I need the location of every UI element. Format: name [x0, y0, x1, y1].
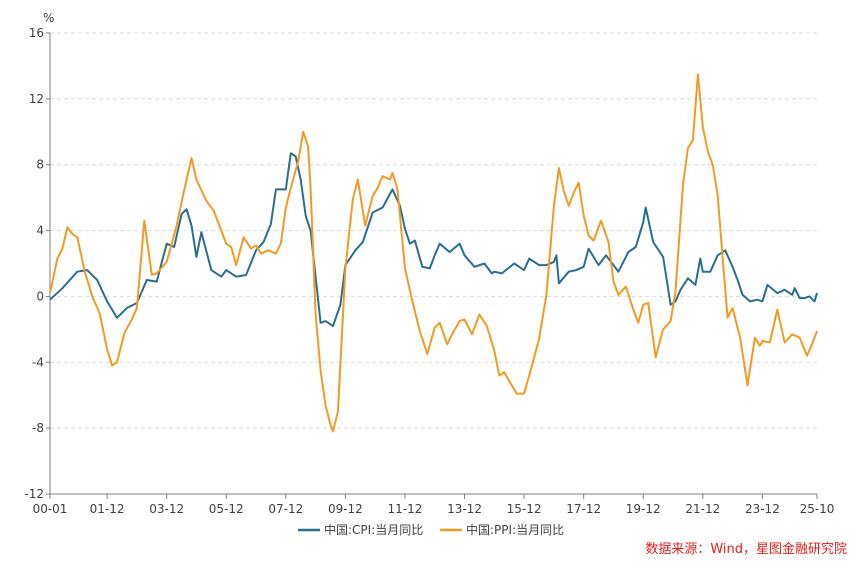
- y-unit-label: %: [43, 11, 54, 25]
- x-tick-label: 23-12: [745, 502, 780, 516]
- y-tick-labels: -12 -8 -4 0 4 8 12 16: [24, 26, 44, 501]
- x-tick-label: 15-12: [507, 502, 542, 516]
- x-tick-label: 25-10: [800, 502, 835, 516]
- x-tick-label: 03-12: [149, 502, 184, 516]
- x-tick-label: 19-12: [626, 502, 661, 516]
- x-tick-label: 21-12: [685, 502, 720, 516]
- y-tick-label: 0: [36, 289, 44, 303]
- legend-label: 中国:PPI:当月同比: [466, 522, 564, 537]
- y-tick-label: -8: [32, 421, 44, 435]
- x-tick-labels: 00-01 01-12 03-12 05-12 07-12 09-12 11-12 13-12…: [33, 494, 835, 516]
- series-lines: [49, 73, 818, 433]
- ppi-series-line: [49, 73, 818, 433]
- axes: [49, 33, 817, 495]
- y-tick-label: -12: [24, 487, 44, 501]
- y-tick-label: 12: [29, 92, 44, 106]
- y-tick-label: -4: [32, 355, 44, 369]
- source-note: 数据来源：Wind，星图金融研究院: [645, 542, 847, 557]
- x-tick-label: 00-01: [33, 502, 68, 516]
- x-tick-label: 07-12: [268, 502, 303, 516]
- x-tick-label: 11-12: [388, 502, 423, 516]
- y-tick-label: 16: [29, 26, 44, 40]
- x-tick-label: 05-12: [209, 502, 244, 516]
- legend-label: 中国:CPI:当月同比: [324, 522, 423, 537]
- y-tick-label: 8: [36, 158, 44, 172]
- legend: 中国:CPI:当月同比 中国:PPI:当月同比: [298, 522, 564, 537]
- y-tick-label: 4: [36, 224, 44, 238]
- x-tick-label: 17-12: [566, 502, 601, 516]
- x-tick-label: 13-12: [447, 502, 482, 516]
- x-tick-label: 01-12: [90, 502, 125, 516]
- cpi-series-line: [49, 152, 818, 328]
- x-tick-label: 09-12: [328, 502, 363, 516]
